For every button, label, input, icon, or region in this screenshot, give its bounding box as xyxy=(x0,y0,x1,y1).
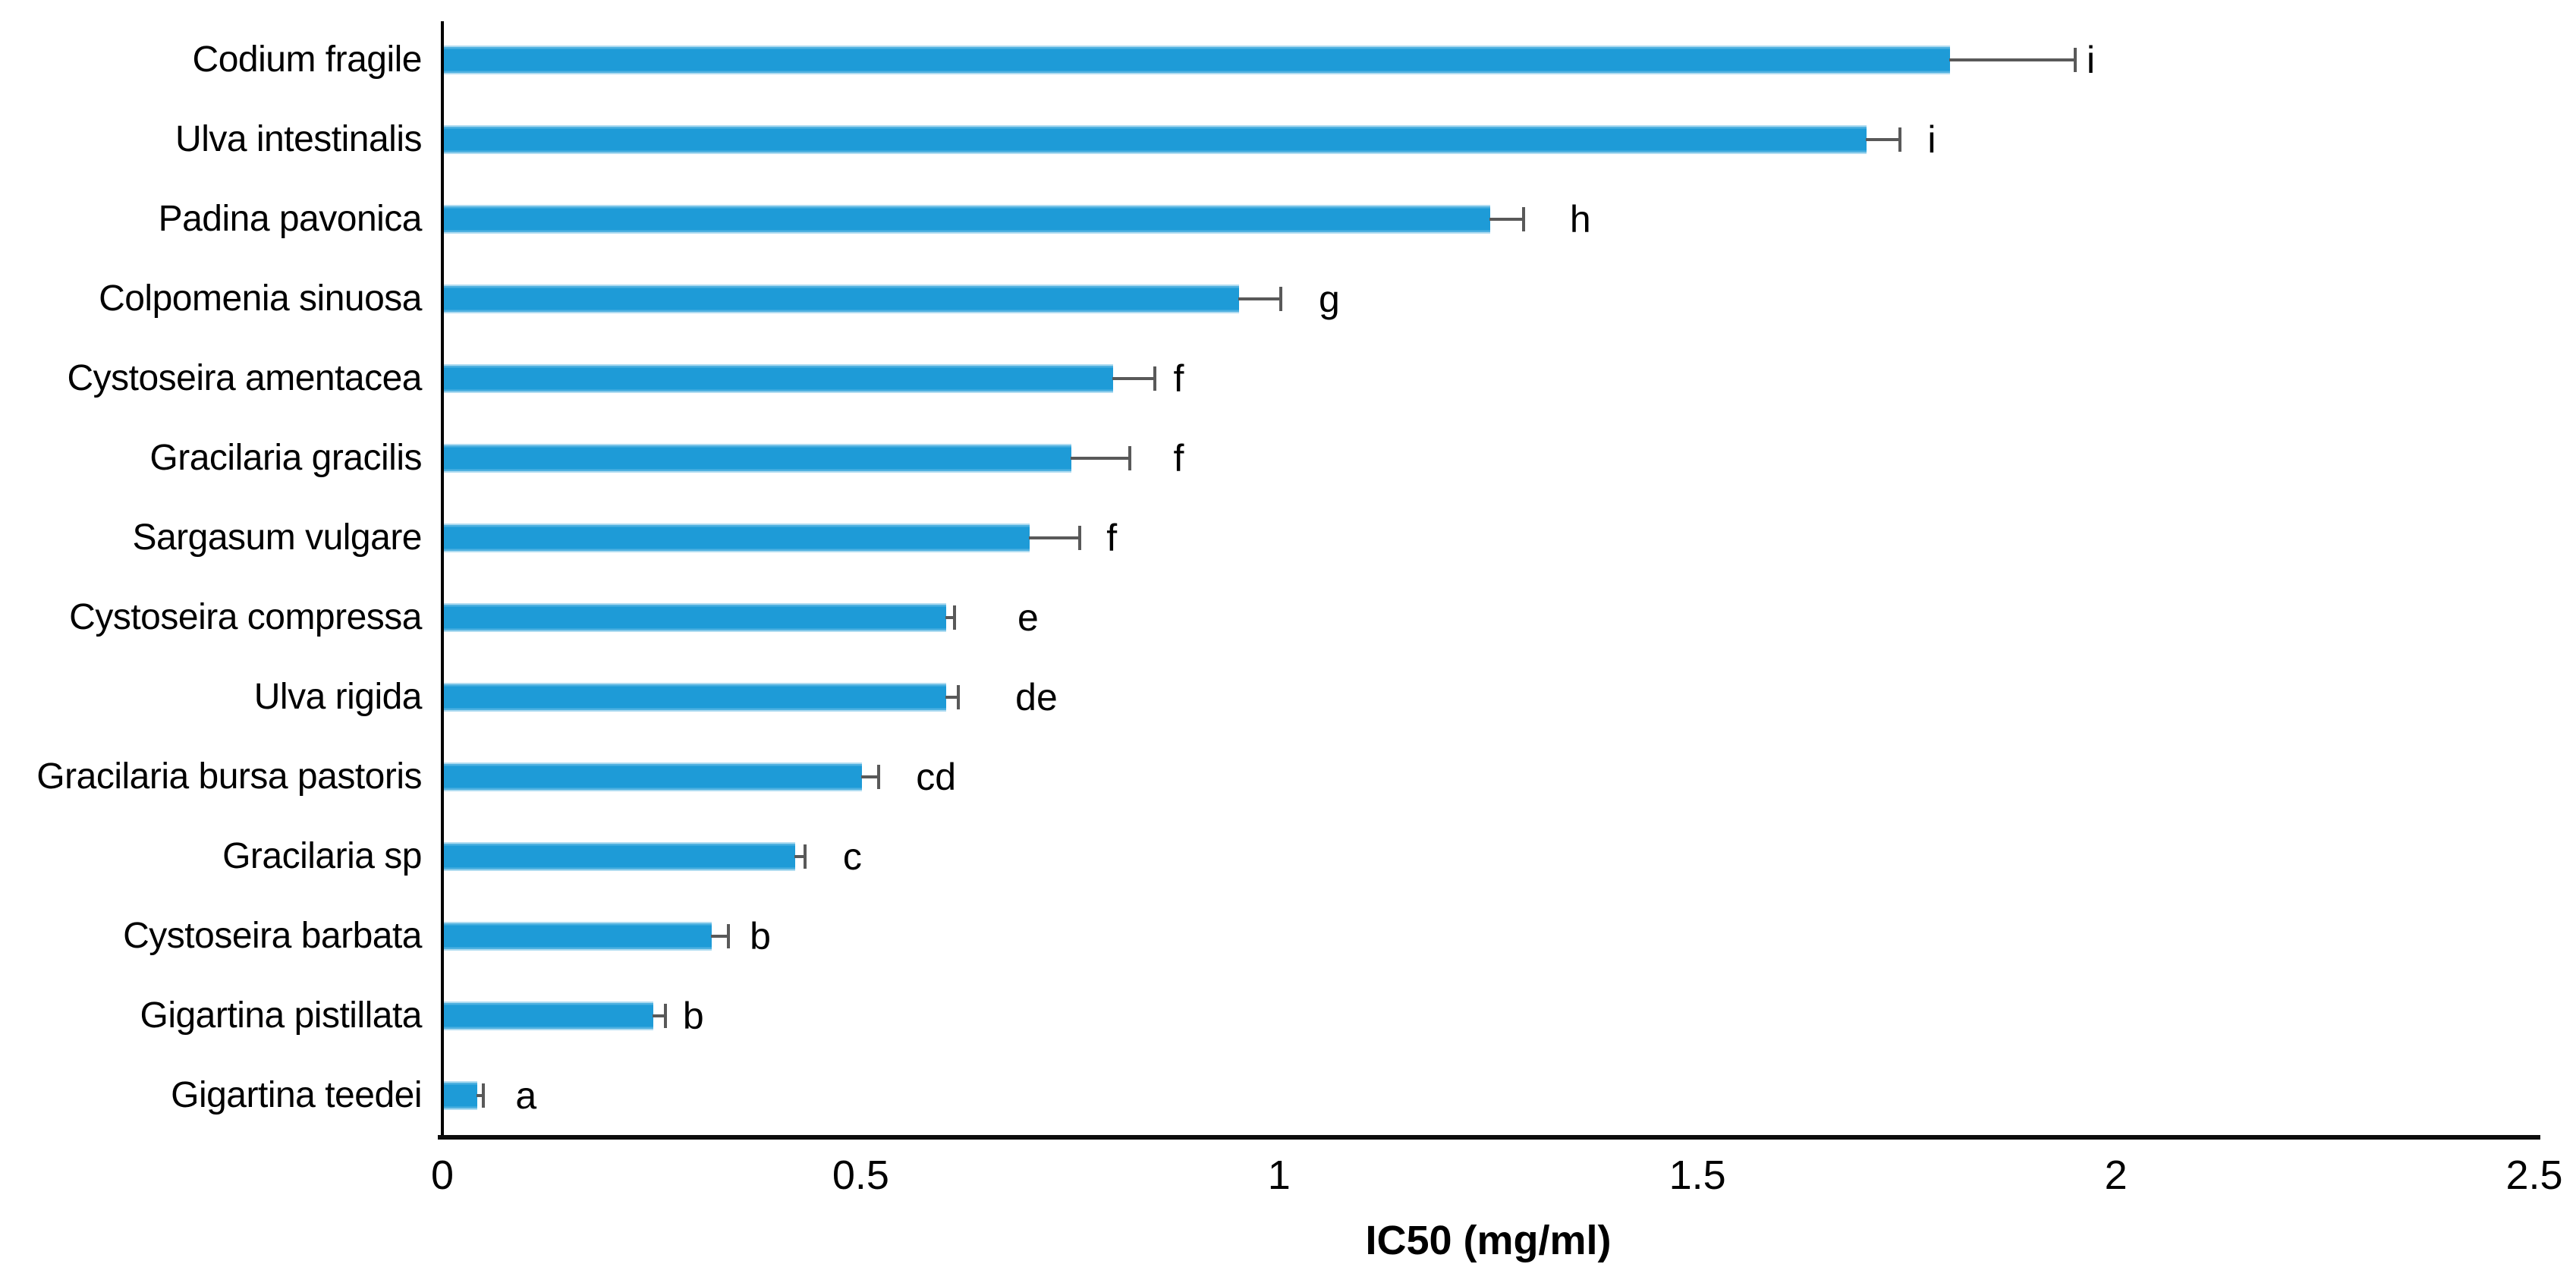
error-whisker-gigartina-pistillata xyxy=(652,1014,666,1017)
sig-letter-ulva-rigida: de xyxy=(1015,675,1058,718)
bar-cystoseira-amentacea xyxy=(444,363,1114,393)
error-cap-gigartina-pistillata xyxy=(664,1003,668,1028)
bar-cystoseira-barbata xyxy=(444,921,712,951)
y-axis-line xyxy=(441,21,444,1138)
category-label-gigartina-teedei: Gigartina teedei xyxy=(171,1075,422,1115)
bar-codium-fragile xyxy=(444,45,1951,74)
bar-gracilaria-gracilis xyxy=(444,443,1072,473)
sig-letter-ulva-intestinalis: i xyxy=(1927,118,1936,161)
error-whisker-gracilaria-sp xyxy=(794,854,806,858)
error-whisker-cystoseira-barbata xyxy=(710,934,728,938)
sig-letter-gracilaria-gracilis: f xyxy=(1173,436,1184,480)
sig-letter-codium-fragile: i xyxy=(2086,38,2096,81)
error-cap-padina-pavonica xyxy=(1521,206,1525,231)
error-cap-colpomenia-sinuosa xyxy=(1279,286,1282,311)
bar-colpomenia-sinuosa xyxy=(444,284,1239,313)
category-label-gracilaria-sp: Gracilaria sp xyxy=(222,836,422,876)
category-label-cystoseira-compressa: Cystoseira compressa xyxy=(69,597,422,637)
x-axis-line xyxy=(438,1135,2540,1140)
bar-ulva-intestinalis xyxy=(444,124,1867,154)
error-whisker-ulva-rigida xyxy=(945,695,959,699)
error-cap-sargasum-vulgare xyxy=(1078,525,1082,550)
category-label-cystoseira-barbata: Cystoseira barbata xyxy=(123,916,422,956)
category-label-padina-pavonica: Padina pavonica xyxy=(158,199,423,239)
error-cap-ulva-intestinalis xyxy=(1898,127,1901,152)
category-label-sargasum-vulgare: Sargasum vulgare xyxy=(132,517,422,558)
error-cap-cystoseira-barbata xyxy=(726,923,730,948)
sig-letter-gigartina-teedei: a xyxy=(515,1074,537,1117)
category-label-ulva-intestinalis: Ulva intestinalis xyxy=(175,119,422,159)
sig-letter-colpomenia-sinuosa: g xyxy=(1319,277,1340,320)
error-whisker-colpomenia-sinuosa xyxy=(1238,297,1281,300)
x-tick-label-2-5: 2.5 xyxy=(2505,1152,2563,1198)
bar-gigartina-teedei xyxy=(444,1080,478,1110)
category-label-codium-fragile: Codium fragile xyxy=(192,39,423,80)
sig-letter-sargasum-vulgare: f xyxy=(1106,516,1118,559)
error-whisker-gracilaria-bursa-pastoris xyxy=(861,775,879,778)
sig-letter-cystoseira-compressa: e xyxy=(1018,596,1039,639)
x-tick-label-2: 2 xyxy=(2104,1152,2128,1198)
category-label-gracilaria-gracilis: Gracilaria gracilis xyxy=(149,438,422,478)
x-tick-label-1: 1 xyxy=(1267,1152,1291,1198)
category-label-ulva-rigida: Ulva rigida xyxy=(253,677,423,717)
error-cap-cystoseira-compressa xyxy=(952,605,956,630)
error-whisker-codium-fragile xyxy=(1949,58,2076,61)
sig-letter-gracilaria-bursa-pastoris: cd xyxy=(916,755,957,798)
bar-padina-pavonica xyxy=(444,204,1490,234)
x-tick-label-0: 0 xyxy=(430,1152,454,1198)
sig-letter-cystoseira-barbata: b xyxy=(750,914,771,957)
bar-gracilaria-sp xyxy=(444,841,796,871)
error-whisker-cystoseira-amentacea xyxy=(1112,376,1156,380)
error-cap-gracilaria-gracilis xyxy=(1128,445,1132,470)
error-cap-cystoseira-amentacea xyxy=(1153,366,1157,391)
sig-letter-cystoseira-amentacea: f xyxy=(1173,357,1184,400)
error-whisker-sargasum-vulgare xyxy=(1028,536,1080,539)
category-label-cystoseira-amentacea: Cystoseira amentacea xyxy=(67,358,422,398)
error-cap-codium-fragile xyxy=(2074,47,2077,72)
error-cap-gigartina-teedei xyxy=(481,1083,485,1108)
error-whisker-cystoseira-compressa xyxy=(945,615,955,619)
bar-gigartina-pistillata xyxy=(444,1001,653,1030)
bar-ulva-rigida xyxy=(444,682,946,712)
error-whisker-gigartina-teedei xyxy=(477,1093,483,1097)
category-label-gracilaria-bursa-pastoris: Gracilaria bursa pastoris xyxy=(36,756,422,797)
error-whisker-padina-pavonica xyxy=(1489,217,1524,221)
error-cap-gracilaria-sp xyxy=(804,844,807,869)
error-whisker-gracilaria-gracilis xyxy=(1071,456,1131,460)
x-tick-label-0-5: 0.5 xyxy=(832,1152,889,1198)
error-cap-ulva-rigida xyxy=(957,684,961,709)
category-label-gigartina-pistillata: Gigartina pistillata xyxy=(140,995,422,1036)
sig-letter-gracilaria-sp: c xyxy=(842,835,862,878)
bar-cystoseira-compressa xyxy=(444,602,946,632)
category-label-colpomenia-sinuosa: Colpomenia sinuosa xyxy=(99,278,422,319)
error-whisker-ulva-intestinalis xyxy=(1865,137,1900,141)
bar-sargasum-vulgare xyxy=(444,523,1030,552)
error-cap-gracilaria-bursa-pastoris xyxy=(877,764,881,789)
x-axis-title: IC50 (mg/ml) xyxy=(1365,1218,1612,1263)
bar-gracilaria-bursa-pastoris xyxy=(444,762,863,791)
sig-letter-padina-pavonica: h xyxy=(1569,197,1591,241)
sig-letter-gigartina-pistillata: b xyxy=(682,994,704,1037)
x-tick-label-1-5: 1.5 xyxy=(1669,1152,1726,1198)
